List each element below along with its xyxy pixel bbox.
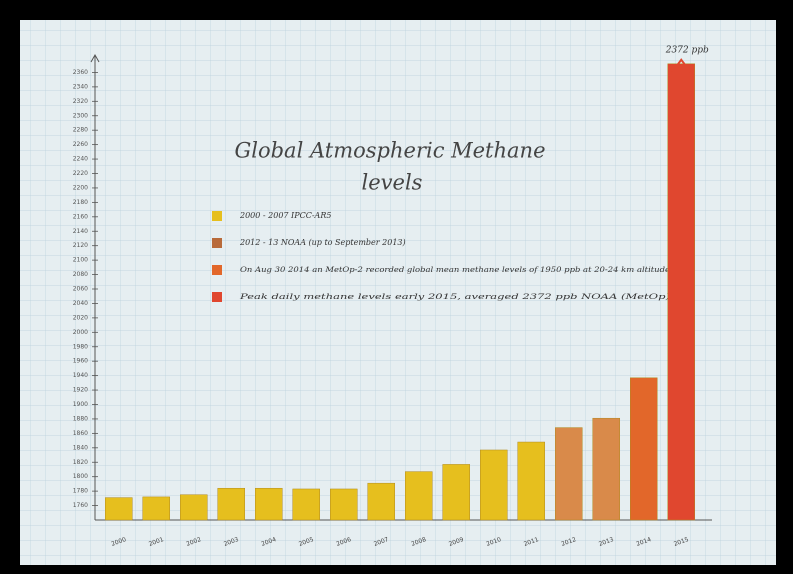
y-tick-label: 1880 <box>73 415 88 422</box>
chart-title: Global Atmospheric Methane <box>234 139 545 163</box>
y-tick-label: 2160 <box>73 213 88 220</box>
y-tick-label: 1760 <box>73 502 88 509</box>
value-label: 2372 ppb <box>665 45 709 55</box>
x-tick-label: 2015 <box>673 536 690 548</box>
legend-label: 2000 - 2007 IPCC-AR5 <box>239 211 331 220</box>
bar <box>255 487 283 521</box>
legend-label: Peak daily methane levels early 2015, av… <box>238 293 670 301</box>
y-tick-label: 2180 <box>73 199 88 206</box>
y-tick-label: 1860 <box>73 430 88 437</box>
x-tick-label: 2013 <box>598 536 615 548</box>
bar <box>217 487 245 521</box>
x-tick-label: 2010 <box>485 536 502 548</box>
y-tick-label: 1900 <box>73 401 88 408</box>
y-tick-label: 2240 <box>73 156 88 163</box>
x-tick-label: 2006 <box>335 536 352 548</box>
y-tick-label: 1840 <box>73 444 88 451</box>
bar <box>292 488 320 521</box>
y-tick-label: 1800 <box>73 473 88 480</box>
legend-label: 2012 - 13 NOAA (up to September 2013) <box>239 238 406 247</box>
y-tick-label: 1960 <box>73 358 88 365</box>
bar <box>442 464 470 521</box>
y-tick-label: 2000 <box>73 329 88 336</box>
x-tick-label: 2014 <box>635 536 652 548</box>
x-tick-label: 2004 <box>260 536 277 548</box>
y-tick-label: 2060 <box>73 286 88 293</box>
y-tick-label: 2360 <box>73 69 88 76</box>
legend-swatch <box>212 238 222 248</box>
y-tick-label: 1920 <box>73 387 88 394</box>
y-tick-label: 2280 <box>73 127 88 134</box>
bar <box>142 496 170 521</box>
y-tick-label: 2100 <box>73 257 88 264</box>
y-tick-label: 1980 <box>73 343 88 350</box>
y-tick-label: 2320 <box>73 98 88 105</box>
x-tick-label: 2011 <box>523 536 540 548</box>
y-tick-label: 2120 <box>73 242 88 249</box>
bar <box>480 449 508 521</box>
bar <box>517 441 545 521</box>
y-tick-label: 2220 <box>73 170 88 177</box>
bar <box>667 63 695 521</box>
y-tick-label: 1940 <box>73 372 88 379</box>
bar <box>405 471 433 521</box>
y-tick-label: 1820 <box>73 459 88 466</box>
x-tick-label: 2003 <box>223 536 240 548</box>
bar <box>367 482 395 521</box>
bar <box>555 427 583 521</box>
y-tick-label: 2020 <box>73 314 88 321</box>
bar <box>330 488 358 521</box>
y-tick-label: 2300 <box>73 112 88 119</box>
bar <box>180 494 208 521</box>
legend-swatch <box>212 292 222 302</box>
legend-swatch <box>212 265 222 275</box>
bar <box>592 417 620 521</box>
y-axis-arrow <box>90 53 100 63</box>
arrow-head <box>671 58 692 73</box>
x-tick-label: 2008 <box>410 536 427 548</box>
bar <box>630 377 658 521</box>
y-tick-label: 2340 <box>73 83 88 90</box>
y-tick-label: 2140 <box>73 228 88 235</box>
x-tick-label: 2012 <box>560 536 577 548</box>
x-tick-label: 2001 <box>148 536 165 548</box>
y-tick-label: 2040 <box>73 300 88 307</box>
x-tick-label: 2002 <box>185 536 202 548</box>
x-tick-label: 2009 <box>448 536 465 548</box>
bar <box>105 497 133 521</box>
legend-label: On Aug 30 2014 an MetOp-2 recorded globa… <box>240 266 670 274</box>
x-tick-label: 2005 <box>298 536 315 548</box>
chart-subtitle: levels <box>362 171 423 195</box>
x-tick-label: 2000 <box>110 536 127 548</box>
y-tick-label: 1780 <box>73 488 88 495</box>
y-tick-label: 2080 <box>73 271 88 278</box>
legend-swatch <box>212 211 222 221</box>
y-tick-label: 2260 <box>73 141 88 148</box>
y-tick-label: 2200 <box>73 184 88 191</box>
x-tick-label: 2007 <box>373 536 390 548</box>
